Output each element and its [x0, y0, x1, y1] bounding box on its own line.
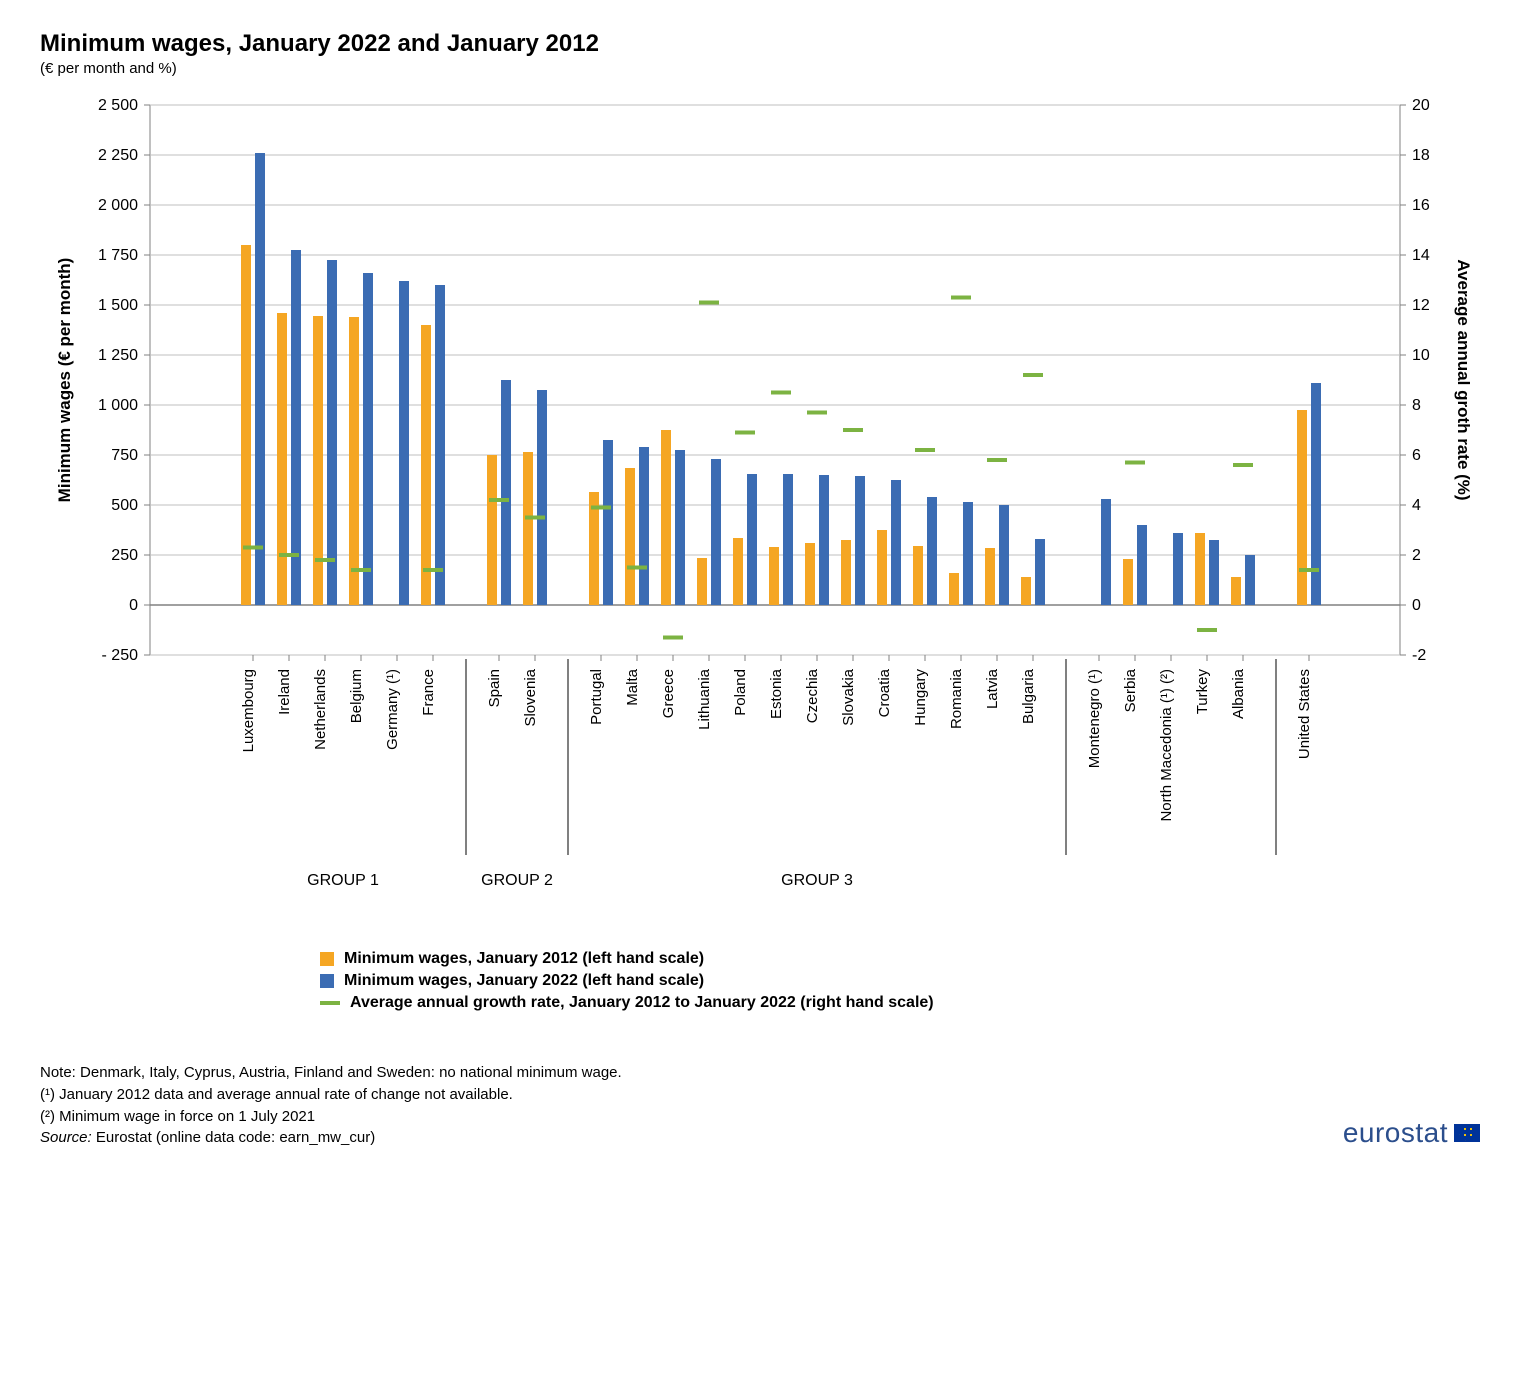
eu-flag-icon [1454, 1124, 1480, 1142]
svg-text:Belgium: Belgium [348, 669, 365, 723]
svg-text:Average annual groth rate (%): Average annual groth rate (%) [1454, 259, 1473, 500]
svg-text:Croatia: Croatia [876, 668, 893, 717]
legend-swatch-growth [320, 1001, 340, 1005]
svg-text:Montenegro (¹): Montenegro (¹) [1086, 669, 1103, 768]
svg-text:500: 500 [111, 497, 138, 514]
source-text: Eurostat (online data code: earn_mw_cur) [96, 1129, 375, 1146]
svg-text:16: 16 [1412, 197, 1430, 214]
svg-text:18: 18 [1412, 147, 1430, 164]
chart-title: Minimum wages, January 2022 and January … [40, 30, 1480, 58]
svg-text:GROUP 1: GROUP 1 [307, 872, 379, 889]
svg-text:Greece: Greece [660, 669, 677, 718]
svg-text:United States: United States [1296, 669, 1313, 759]
svg-text:1 750: 1 750 [98, 247, 138, 264]
legend-label-growth: Average annual growth rate, January 2012… [350, 994, 934, 1012]
svg-text:14: 14 [1412, 247, 1430, 264]
note-2: (²) Minimum wage in force on 1 July 2021 [40, 1106, 622, 1128]
svg-text:750: 750 [111, 447, 138, 464]
svg-text:Germany (¹): Germany (¹) [384, 669, 401, 750]
svg-text:2 250: 2 250 [98, 147, 138, 164]
svg-text:GROUP 3: GROUP 3 [781, 872, 853, 889]
svg-text:12: 12 [1412, 297, 1430, 314]
svg-text:0: 0 [129, 597, 138, 614]
svg-text:Bulgaria: Bulgaria [1020, 668, 1037, 724]
svg-text:20: 20 [1412, 97, 1430, 114]
chart-legend: Minimum wages, January 2012 (left hand s… [320, 950, 1480, 1012]
svg-text:Serbia: Serbia [1122, 668, 1139, 712]
source-label: Source: [40, 1129, 92, 1146]
svg-text:Luxembourg: Luxembourg [240, 669, 257, 752]
svg-text:- 250: - 250 [102, 647, 139, 664]
legend-swatch-2012 [320, 952, 334, 966]
svg-text:10: 10 [1412, 347, 1430, 364]
svg-text:Malta: Malta [624, 668, 641, 705]
svg-text:2 500: 2 500 [98, 97, 138, 114]
svg-text:Latvia: Latvia [984, 668, 1001, 709]
svg-text:Slovenia: Slovenia [522, 668, 539, 726]
svg-text:1 500: 1 500 [98, 297, 138, 314]
svg-text:8: 8 [1412, 397, 1421, 414]
svg-text:250: 250 [111, 547, 138, 564]
minimum-wages-chart: - 250 0 250 500 750 1 000 1 250 1 500 1 750 2 000… [40, 95, 1480, 915]
svg-text:1 250: 1 250 [98, 347, 138, 364]
svg-text:North Macedonia (¹) (²): North Macedonia (¹) (²) [1158, 669, 1175, 822]
legend-label-2022: Minimum wages, January 2022 (left hand s… [344, 972, 704, 990]
svg-text:Lithuania: Lithuania [696, 668, 713, 730]
legend-swatch-2022 [320, 974, 334, 988]
svg-text:Turkey: Turkey [1194, 669, 1211, 715]
svg-text:Hungary: Hungary [912, 669, 929, 726]
svg-text:Netherlands: Netherlands [312, 669, 329, 750]
legend-item-2022: Minimum wages, January 2022 (left hand s… [320, 972, 1480, 990]
svg-text:4: 4 [1412, 497, 1421, 514]
svg-text:Poland: Poland [732, 669, 749, 716]
svg-text:-2: -2 [1412, 647, 1426, 664]
chart-notes: Note: Denmark, Italy, Cyprus, Austria, F… [40, 1062, 622, 1149]
logo-text: eurostat [1343, 1117, 1448, 1149]
svg-text:6: 6 [1412, 447, 1421, 464]
eurostat-logo: eurostat [1343, 1117, 1480, 1149]
svg-text:Portugal: Portugal [588, 669, 605, 725]
legend-item-2012: Minimum wages, January 2012 (left hand s… [320, 950, 1480, 968]
svg-text:GROUP 2: GROUP 2 [481, 872, 553, 889]
svg-text:2: 2 [1412, 547, 1421, 564]
svg-text:2 000: 2 000 [98, 197, 138, 214]
svg-text:Spain: Spain [486, 669, 503, 707]
svg-text:Albania: Albania [1230, 668, 1247, 719]
svg-text:Ireland: Ireland [276, 669, 293, 715]
svg-text:Minimum wages (€ per month): Minimum wages (€ per month) [55, 258, 74, 503]
svg-text:Estonia: Estonia [768, 668, 785, 719]
legend-label-2012: Minimum wages, January 2012 (left hand s… [344, 950, 704, 968]
svg-text:Romania: Romania [948, 668, 965, 729]
note-main: Note: Denmark, Italy, Cyprus, Austria, F… [40, 1062, 622, 1084]
svg-text:0: 0 [1412, 597, 1421, 614]
note-1: (¹) January 2012 data and average annual… [40, 1084, 622, 1106]
svg-text:Czechia: Czechia [804, 668, 821, 723]
svg-text:1 000: 1 000 [98, 397, 138, 414]
legend-item-growth: Average annual growth rate, January 2012… [320, 994, 1480, 1012]
svg-text:France: France [420, 669, 437, 716]
svg-text:Slovakia: Slovakia [840, 668, 857, 725]
chart-subtitle: (€ per month and %) [40, 60, 1480, 77]
